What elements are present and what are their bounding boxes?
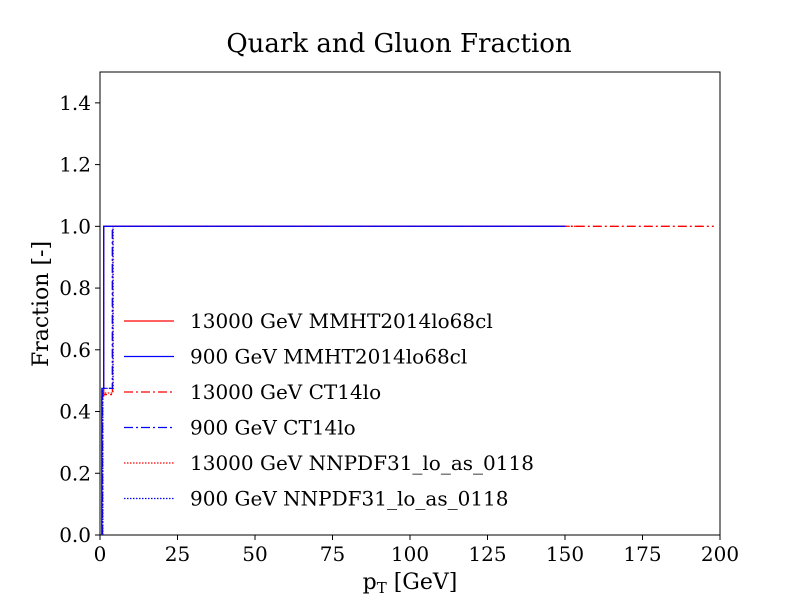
x-tick-label: 175 [623,542,661,566]
legend-label-3: 13000 GeV CT14lo [190,380,381,404]
x-axis-label-unit: [GeV] [387,570,458,595]
legend-label-2: 900 GeV MMHT2014lo68cl [190,345,467,369]
y-ticks: 0.0 0.2 0.4 0.6 0.8 1.0 1.2 1.4 [59,91,100,547]
y-tick-label: 0.0 [59,523,91,547]
x-tick-label: 75 [320,542,345,566]
x-axis-label: pT [GeV] [363,570,458,597]
y-tick-label: 1.2 [59,153,91,177]
x-ticks: 0 25 50 75 100 125 150 175 200 [94,535,739,566]
y-tick-label: 0.2 [59,461,91,485]
chart-title: Quark and Gluon Fraction [226,29,572,59]
legend-label-4: 900 GeV CT14lo [190,416,356,440]
y-tick-label: 1.0 [59,214,91,238]
x-axis-label-sub: T [377,579,387,597]
x-tick-label: 50 [242,542,267,566]
series-layer [101,225,714,535]
x-tick-label: 125 [468,542,506,566]
y-tick-label: 0.8 [59,276,91,300]
x-axis-label-main: p [363,570,377,595]
y-tick-label: 0.4 [59,400,91,424]
y-tick-label: 1.4 [59,91,91,115]
legend-label-1: 13000 GeV MMHT2014lo68cl [190,309,493,333]
x-tick-label: 25 [165,542,190,566]
y-axis-label: Fraction [-] [29,241,54,367]
x-tick-label: 200 [701,542,739,566]
legend-label-6: 900 GeV NNPDF31_lo_as_0118 [190,487,509,511]
y-tick-label: 0.6 [59,338,91,362]
series-line-6 [102,225,565,535]
x-tick-label: 0 [94,542,107,566]
legend: 13000 GeV MMHT2014lo68cl 900 GeV MMHT2014… [124,309,534,511]
legend-label-5: 13000 GeV NNPDF31_lo_as_0118 [190,451,534,475]
x-tick-label: 100 [391,542,429,566]
x-tick-label: 150 [546,542,584,566]
